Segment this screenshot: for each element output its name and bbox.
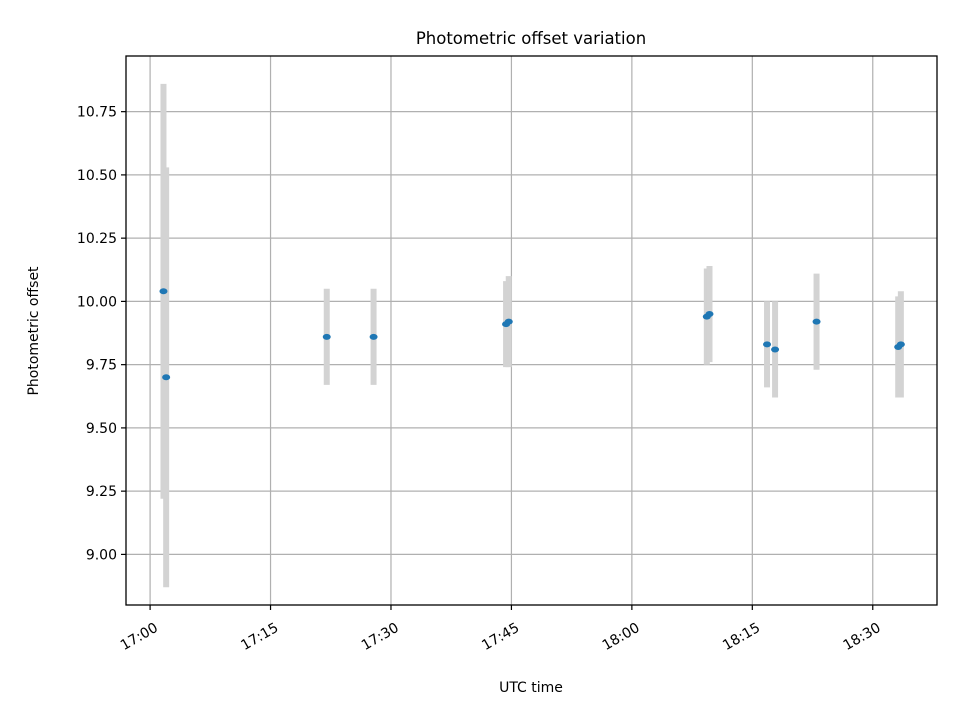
data-point <box>705 311 714 318</box>
y-tick-label: 9.25 <box>86 484 117 500</box>
data-point <box>812 318 821 325</box>
y-tick-label: 9.75 <box>86 358 117 374</box>
data-point <box>159 288 168 295</box>
y-tick-label: 9.50 <box>86 421 117 437</box>
x-axis-label: UTC time <box>499 680 563 696</box>
y-tick-label: 10.25 <box>77 231 117 247</box>
data-point <box>162 374 171 381</box>
data-point <box>369 333 378 340</box>
data-point <box>896 341 905 348</box>
data-point <box>763 341 772 348</box>
y-tick-label: 10.00 <box>77 294 117 310</box>
plot-frame <box>125 55 938 606</box>
chart-title: Photometric offset variation <box>416 29 646 48</box>
data-point <box>504 318 513 325</box>
y-tick-label: 10.50 <box>77 168 117 184</box>
y-tick-label: 10.75 <box>77 105 117 121</box>
y-tick-label: 9.00 <box>86 547 117 563</box>
y-axis-label: Photometric offset <box>26 266 42 396</box>
data-points <box>159 288 905 381</box>
grid <box>126 56 937 605</box>
data-point <box>771 346 780 353</box>
data-point <box>322 333 331 340</box>
